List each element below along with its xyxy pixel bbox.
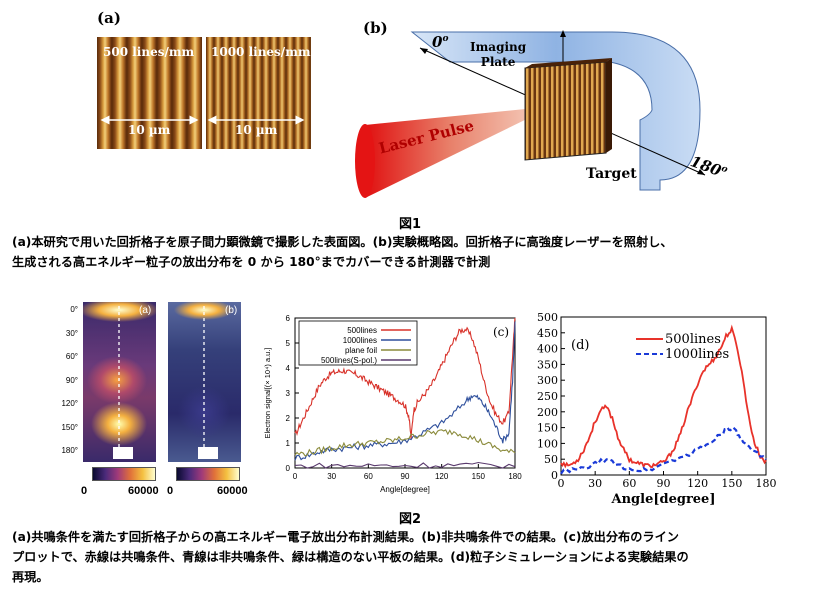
chart-d-ytick-label: 300 [537,374,558,387]
chart-c-series-line [294,461,516,469]
chart-d-series-line [560,324,767,469]
angle-tick-label: 0° [70,305,78,314]
chart-c-xtick-label: 90 [401,472,410,481]
fig1-caption-line1: (a)本研究で用いた回折格子を原子間力顕微鏡で撮影した表面図。(b)実験概略図。… [12,235,673,249]
chart-d-xtick-label: 30 [588,477,602,490]
colorbar-a-max: 60000 [128,485,159,497]
chart-c-xtick-label: 60 [364,472,373,481]
chart-c: 0 30 60 90 120 150 180 0 1 2 3 4 5 6 Angle[degree] Elec… [263,314,522,494]
fig1-title: 図1 [398,217,422,232]
chart-d-ytick-label: 0 [551,469,558,482]
chart-d-ytick-label: 50 [544,453,558,466]
chart-c-xlabel: Angle[degree] [380,485,430,494]
chart-d-series-line [560,426,767,475]
chart-d-xtick-label: 120 [687,477,708,490]
angle-tick-label: 60° [65,352,78,361]
imaging-plate-ring [410,31,701,191]
target-label: Target [586,166,637,182]
detector-a-label: (a) [139,305,152,316]
chart-c-legend-label: 1000lines [343,336,377,345]
fig2-caption-line3: 再現。 [12,570,49,584]
imaging-plate-label-1: Imaging [470,40,527,54]
chart-c-panel-label: (c) [493,325,509,339]
detector-image-b [168,302,241,462]
afm-title-1000: 1000 lines/mm [211,45,311,59]
chart-d-ytick-label: 250 [537,390,558,403]
chart-c-ytick-label: 2 [286,414,291,423]
chart-d-legend-label: 1000lines [665,347,729,362]
chart-c-ytick-label: 5 [286,339,291,348]
target-grating [524,61,607,161]
chart-c-xtick-label: 150 [472,472,486,481]
detector-b-label: (b) [225,305,238,316]
chart-d-ytick-label: 350 [537,358,558,371]
angle-tick-label: 150° [61,422,78,432]
chart-d-ytick-label: 500 [537,311,558,324]
chart-d-xtick-label: 90 [657,477,671,490]
imaging-plate-label-2: Plate [480,55,516,69]
angle-tick-label: 30° [65,328,78,338]
chart-c-xtick-label: 30 [327,472,336,481]
chart-d-xtick-label: 60 [622,477,636,490]
colorbar-b [176,467,240,481]
chart-c-xtick-label: 180 [508,472,522,481]
laser-beam-face [355,124,375,198]
chart-d-ytick-label: 200 [537,406,558,419]
chart-d: 0 30 60 90 120 150 180050100150200250300350400… [537,311,777,507]
fig1a-label: (a) [97,9,121,27]
chart-c-ytick-label: 0 [286,464,291,473]
afm-image-500 [97,37,202,149]
colorbar-b-min: 0 [167,485,174,497]
afm-scale-arrows [100,115,305,125]
chart-d-xtick-label: 0 [558,477,565,490]
chart-c-ytick-label: 4 [286,364,291,373]
chart-c-series-line [294,429,516,457]
chart-c-series-line [294,317,516,440]
afm-scale-500: 10 µm [128,123,171,137]
chart-c-series-line [294,321,516,461]
chart-c-legend-label: 500lines [347,326,377,335]
detector-overlays [113,306,218,462]
afm-title-500: 500 lines/mm [103,45,195,59]
chart-d-xtick-label: 180 [756,477,777,490]
chart-c-ylabel: Electron signal[(× 10⁴) a.u.] [263,348,272,439]
colorbar-b-max: 60000 [217,485,248,497]
afm-scale-1000: 10 µm [235,123,278,137]
chart-d-legend-label: 500lines [665,332,721,347]
fig2-title: 図2 [398,512,422,527]
chart-c-ytick-label: 3 [286,389,291,398]
afm-image-1000 [206,37,311,149]
colorbar-a-min: 0 [81,485,88,497]
chart-c-legend-label: 500lines(S-pol.) [321,356,377,365]
chart-d-ytick-label: 150 [537,422,558,435]
chart-c-xtick-label: 0 [293,472,298,481]
angle-tick-label: 120° [61,399,78,408]
chart-d-ytick-label: 400 [537,343,558,356]
chart-d-panel-label: (d) [571,338,589,353]
chart-c-ytick-label: 6 [286,314,291,323]
chart-c-legend-label: plane foil [345,346,377,355]
angle-0-label: 0 [432,33,443,51]
chart-c-xtick-label: 120 [435,472,449,481]
angle-tick-label: 180° [61,446,78,455]
colorbar-a [92,467,156,481]
angle-tick-label: 90° [65,375,78,385]
experiment-schematic [355,30,706,198]
chart-c-legend-box [298,320,418,366]
fig1-caption-line2: 生成される高エネルギー粒子の放出分布を 0 から 180°までカバーできる計測器… [12,255,491,269]
detector-image-a [83,302,156,462]
chart-d-xtick-label: 150 [721,477,742,490]
angle-0-deg: o [442,34,449,44]
fig2-caption-line2: プロットで、赤線は共鳴条件、青線は非共鳴条件、緑は構造のない平板の結果。(d)粒… [12,550,689,564]
chart-d-ytick-label: 450 [537,327,558,340]
laser-beam [365,108,535,198]
chart-d-ytick-label: 100 [537,437,558,450]
fig2-caption-line1: (a)共鳴条件を満たす回折格子からの高エネルギー電子放出分布計測結果。(b)非共… [12,530,679,544]
fig1b-label: (b) [363,19,388,37]
chart-c-ytick-label: 1 [286,439,291,448]
chart-d-xlabel: Angle[degree] [611,492,716,507]
